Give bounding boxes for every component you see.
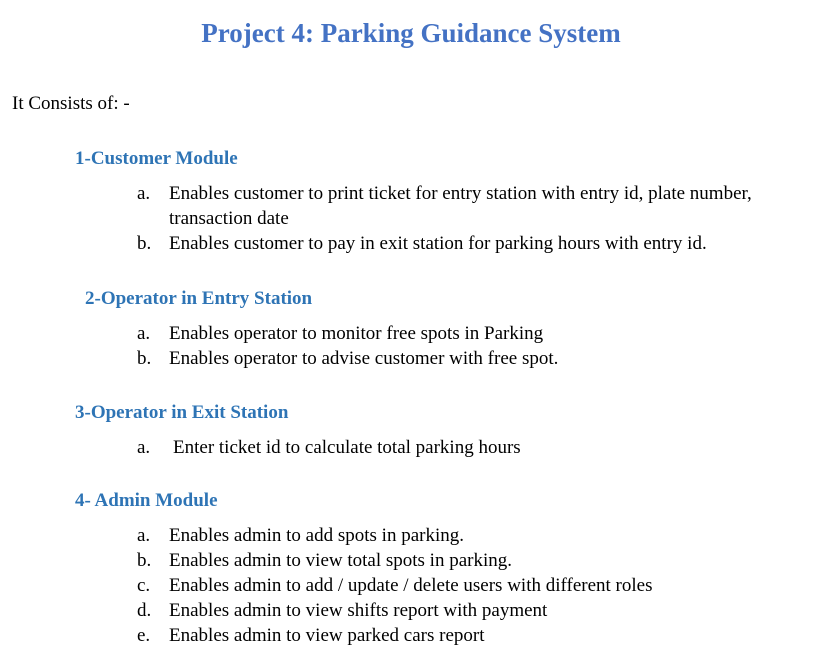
list-item-text: Enables admin to view shifts report with… [169, 600, 548, 621]
page-title: Project 4: Parking Guidance System [201, 18, 621, 48]
list-marker: a. [137, 183, 151, 204]
item-list: a. Enables operator to monitor free spot… [0, 321, 822, 371]
list-marker: d. [137, 600, 152, 621]
list-item: c. Enables admin to add / update / delet… [0, 573, 822, 598]
list-item-text: Enables customer to print ticket for ent… [169, 183, 752, 229]
list-item: a. Enables admin to add spots in parking… [0, 523, 822, 548]
list-item-text: Enables customer to pay in exit station … [169, 233, 707, 254]
list-item: b. Enables customer to pay in exit stati… [0, 231, 822, 256]
list-item-text: Enables admin to view total spots in par… [169, 550, 513, 571]
list-item-text: Enables operator to monitor free spots i… [169, 323, 544, 344]
item-list: a. Enables admin to add spots in parking… [0, 523, 822, 648]
list-marker: a. [137, 437, 151, 458]
list-item: b. Enables operator to advise customer w… [0, 346, 822, 371]
item-list: a. Enter ticket id to calculate total pa… [0, 435, 822, 460]
list-item: d. Enables admin to view shifts report w… [0, 598, 822, 623]
list-marker: c. [137, 575, 151, 596]
list-item-text: Enter ticket id to calculate total parki… [173, 437, 521, 458]
list-item-text: Enables operator to advise customer with… [169, 348, 559, 369]
list-item: a. Enables operator to monitor free spot… [0, 321, 822, 346]
list-marker: e. [137, 625, 151, 646]
list-item-text: Enables admin to add spots in parking. [169, 525, 464, 546]
list-item-text: Enables admin to add / update / delete u… [169, 575, 653, 596]
list-marker: b. [137, 550, 152, 571]
section-heading: 2-Operator in Entry Station [85, 288, 313, 309]
list-item: a. Enter ticket id to calculate total pa… [0, 435, 822, 460]
item-list: a. Enables customer to print ticket for … [0, 181, 822, 256]
section-heading: 3-Operator in Exit Station [75, 402, 289, 423]
intro-text: It Consists of: - [12, 93, 130, 114]
list-item: b. Enables admin to view total spots in … [0, 548, 822, 573]
list-item-text: Enables admin to view parked cars report [169, 625, 485, 646]
list-marker: a. [137, 323, 151, 344]
list-item: a. Enables customer to print ticket for … [0, 181, 822, 231]
list-marker: a. [137, 525, 151, 546]
section-heading: 1-Customer Module [75, 148, 238, 169]
list-item: e. Enables admin to view parked cars rep… [0, 623, 822, 648]
list-marker: b. [137, 348, 152, 369]
section-heading: 4- Admin Module [75, 490, 218, 511]
list-marker: b. [137, 233, 152, 254]
